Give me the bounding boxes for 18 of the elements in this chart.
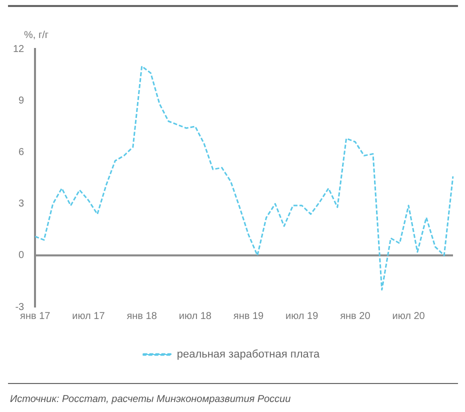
line-series xyxy=(34,65,454,291)
y-tick-label: 12 xyxy=(13,44,25,55)
y-axis-title: %, г/г xyxy=(24,30,49,41)
x-tick-label: июл 20 xyxy=(392,310,426,322)
y-tick-label: 0 xyxy=(18,250,25,262)
x-tick-label: июл 17 xyxy=(72,310,106,322)
x-tick-label: июл 18 xyxy=(178,310,212,322)
y-tick-label: 9 xyxy=(18,95,25,106)
text: Источник: Росстат, расчеты Минэкономразвития России xyxy=(10,394,291,405)
x-tick-label: июл 19 xyxy=(286,310,319,322)
x-tick-label: янв 17 xyxy=(20,310,51,322)
x-tick-label: янв 19 xyxy=(233,310,264,322)
y-tick-label: 3 xyxy=(18,198,25,210)
legend-label: реальная заработная плата xyxy=(176,348,321,361)
y-tick-label: 6 xyxy=(18,146,25,158)
x-tick-label: янв 20 xyxy=(340,310,371,322)
x-tick-label: янв 18 xyxy=(126,310,158,322)
y-tick-label: -3 xyxy=(15,302,25,313)
